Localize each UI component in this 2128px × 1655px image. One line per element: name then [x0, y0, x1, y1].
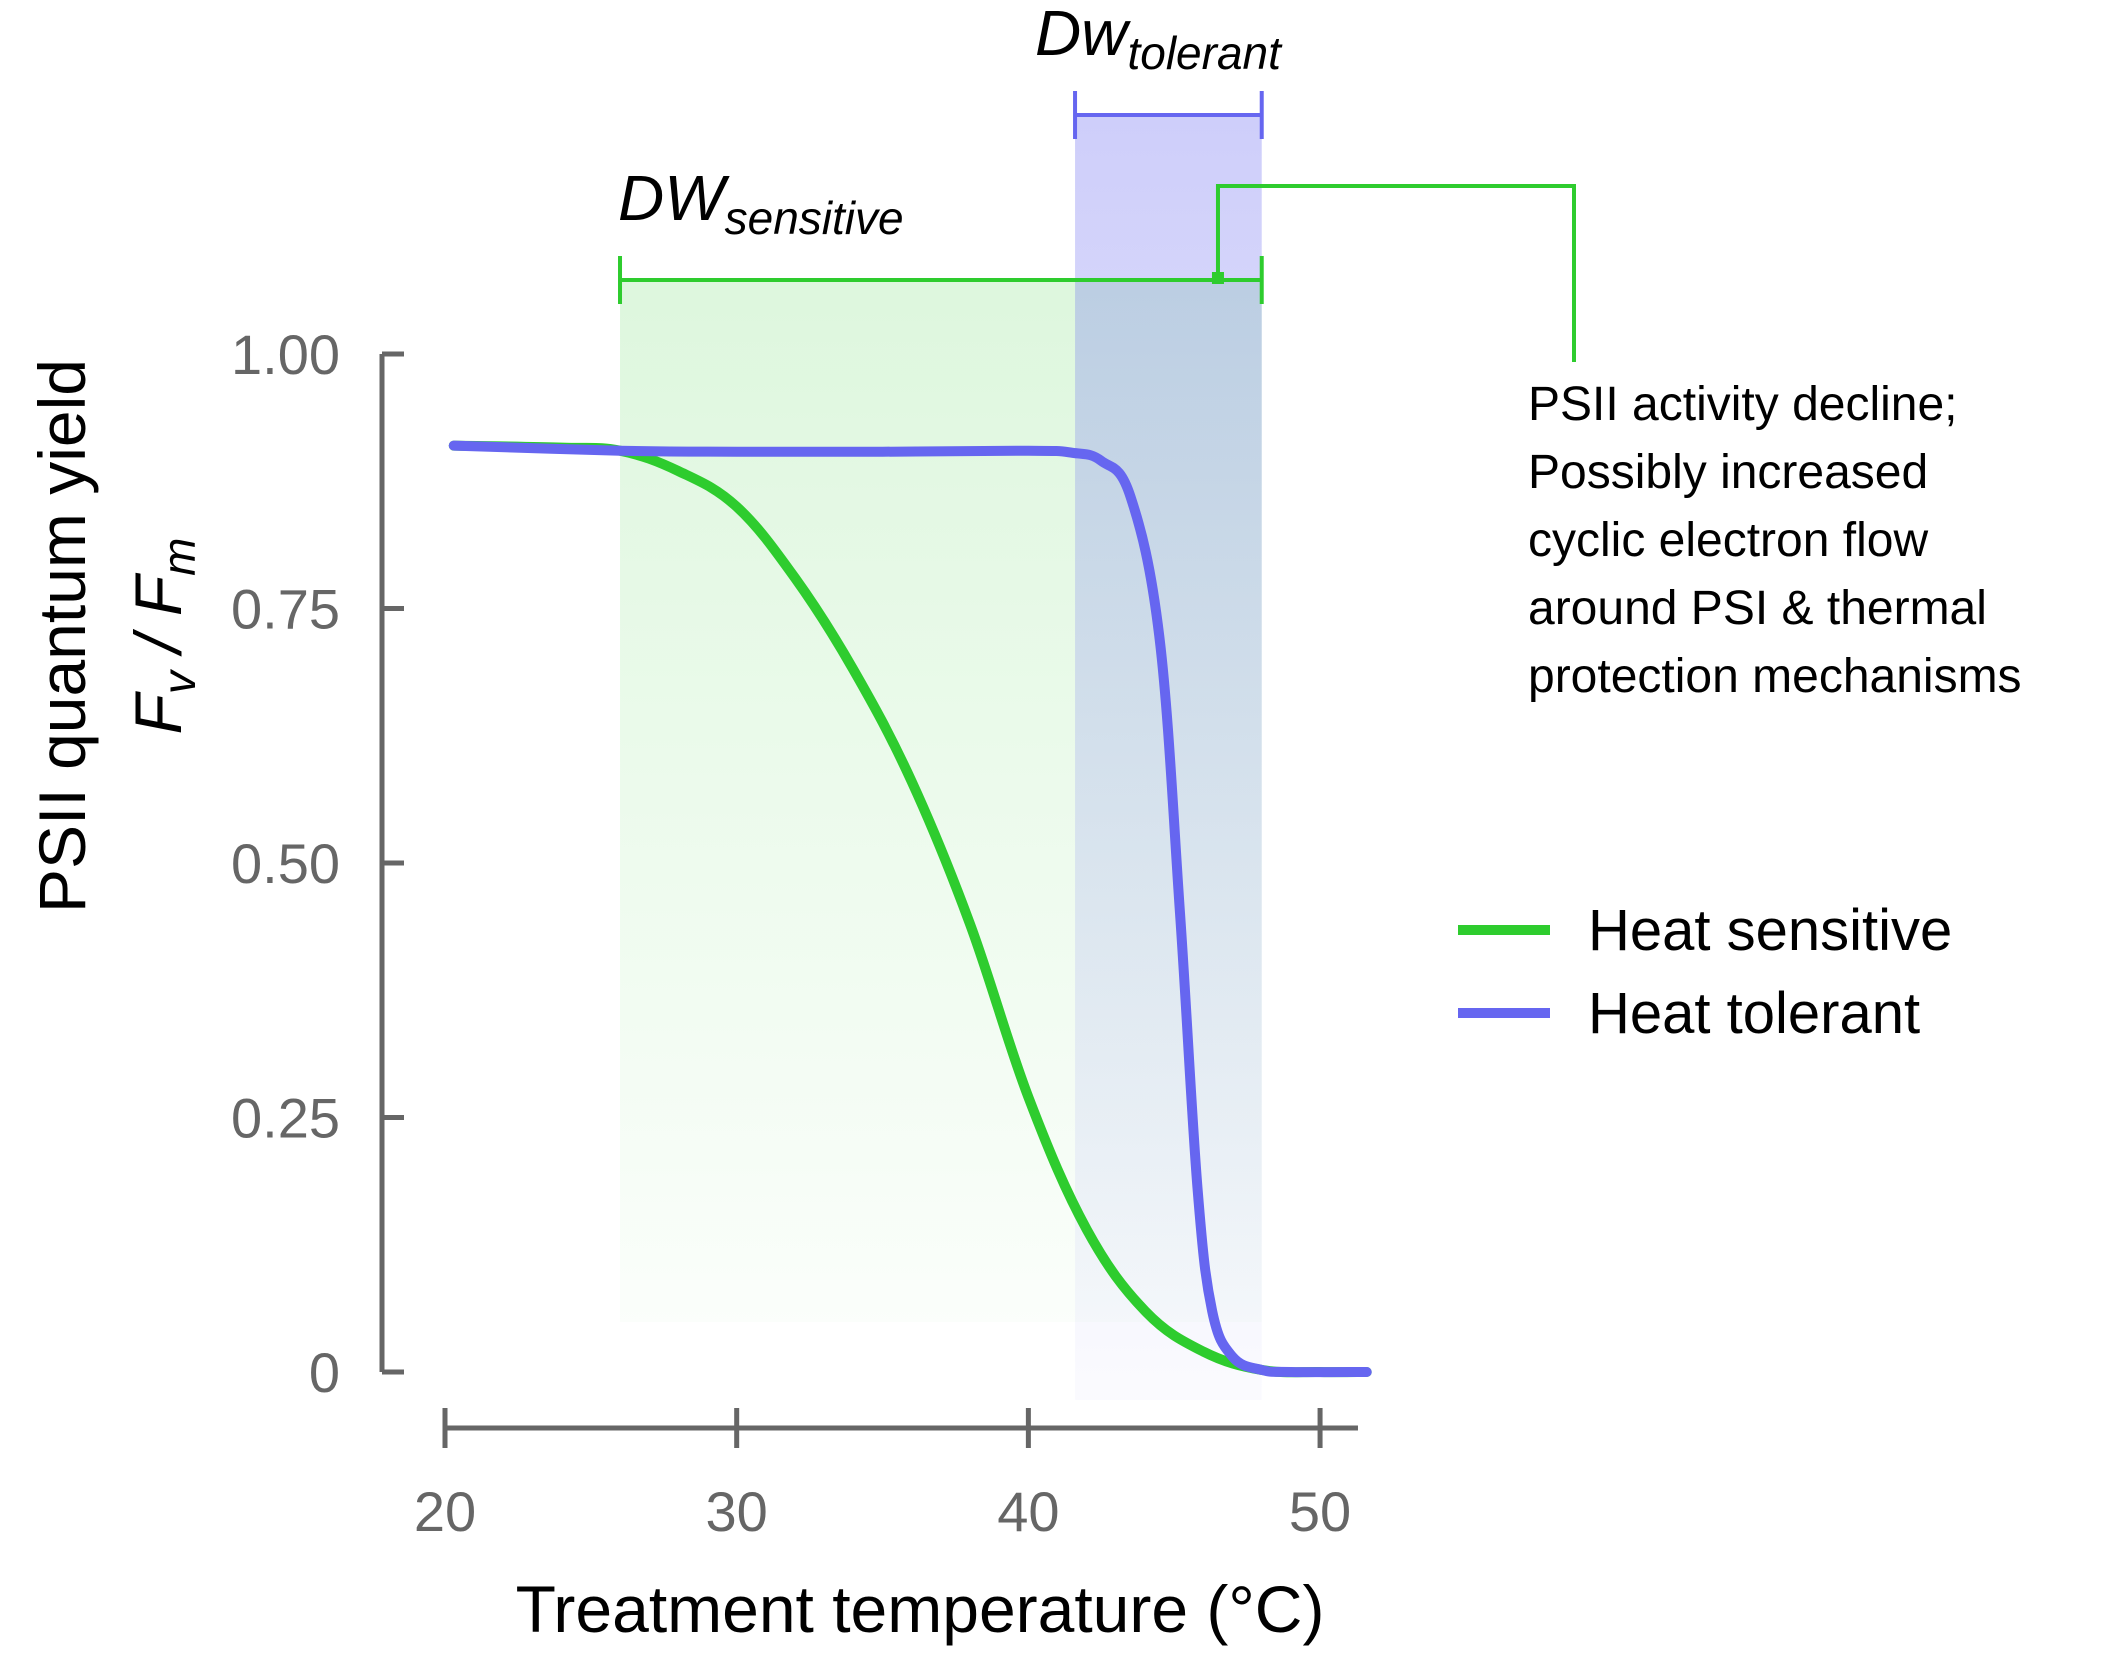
y-axis-title: PSII quantum yield Fv / Fm [25, 359, 205, 913]
x-axis-title: Treatment temperature (°C) [516, 1572, 1325, 1646]
annotation-text: PSII activity decline; Possibly increase… [1528, 378, 2022, 703]
x-tick-label: 30 [706, 1480, 768, 1543]
legend: Heat sensitive Heat tolerant [1458, 898, 1952, 1046]
y-axis-ticks: 0 0.25 0.50 0.75 1.00 [231, 323, 404, 1404]
annotation-leader-anchor [1211, 272, 1224, 284]
sensitive-window-bracket [618, 256, 1264, 304]
x-tick-label: 40 [997, 1480, 1059, 1543]
tolerant-window-label: Dwtolerant [1035, 0, 1283, 79]
series-line-heat-tolerant [448, 440, 1372, 1378]
sensitive-window-label: DWsensitive [618, 162, 904, 244]
x-tick-label: 20 [414, 1480, 476, 1543]
y-tick-label: 0.50 [231, 832, 340, 895]
series-line-heat-sensitive [448, 440, 1372, 1378]
tolerant-window-bracket [1073, 91, 1264, 139]
annotation-leader-line [1215, 184, 1576, 362]
legend-label-heat-tolerant: Heat tolerant [1588, 981, 1920, 1046]
x-axis-ticks: 20 30 40 50 [414, 1408, 1351, 1543]
y-tick-label: 0.25 [231, 1087, 340, 1150]
y-tick-label: 0.75 [231, 578, 340, 641]
legend-label-heat-sensitive: Heat sensitive [1588, 898, 1952, 963]
x-tick-label: 50 [1289, 1480, 1351, 1543]
svg-text:PSII quantum yield: PSII quantum yield [25, 359, 99, 913]
svg-text:Fv / Fm: Fv / Fm [121, 538, 205, 735]
y-tick-label: 1.00 [231, 323, 340, 386]
y-tick-label: 0 [309, 1341, 340, 1404]
